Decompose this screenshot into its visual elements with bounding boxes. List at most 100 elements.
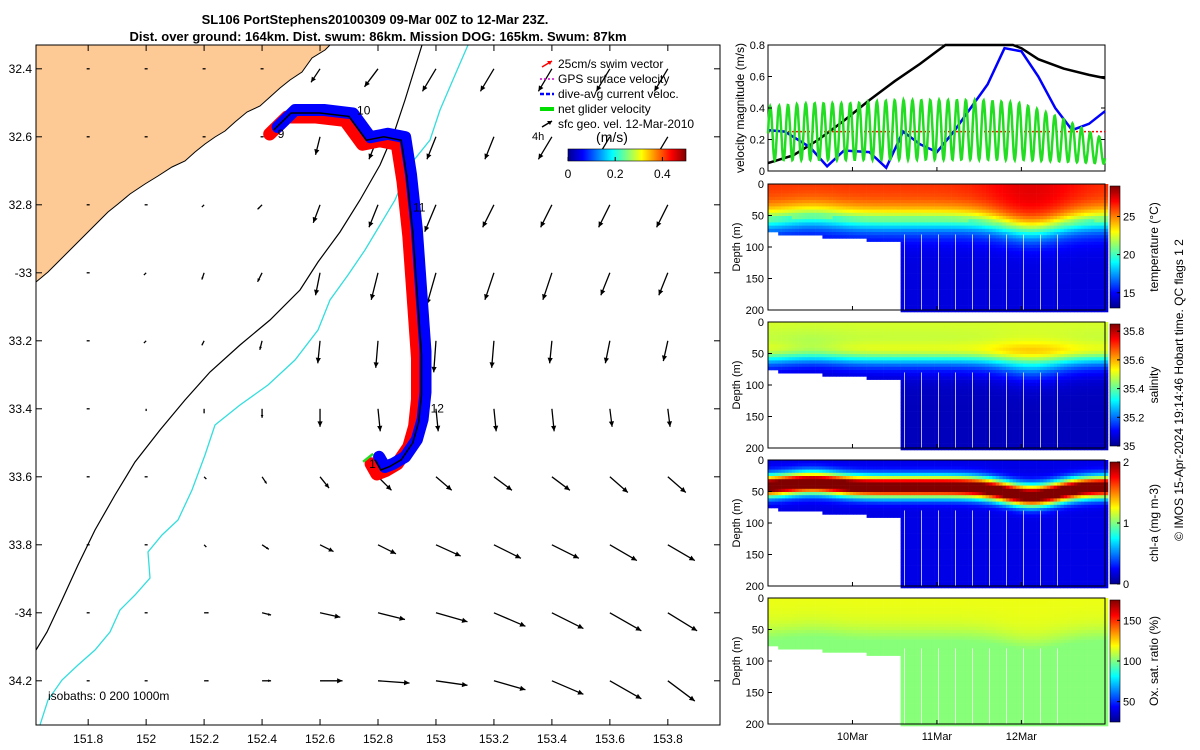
section-colorbar-tick: 50 <box>1123 697 1135 709</box>
geo-velocity-arrow <box>431 340 437 373</box>
geo-velocity-arrow <box>658 272 669 296</box>
section-ylabel: Depth (m) <box>731 637 743 686</box>
geo-velocity-arrow <box>595 68 611 92</box>
geo-velocity-arrow <box>435 544 461 557</box>
legend-entry-label: 25cm/s swim vector <box>558 57 663 71</box>
geo-velocity-arrow <box>493 408 499 432</box>
map-ytick-label: -33 <box>15 266 33 280</box>
section-colorbar-label: salinity <box>1147 367 1161 404</box>
section-ytick-label: 150 <box>746 688 764 700</box>
geo-velocity-arrow <box>600 272 611 296</box>
geo-velocity-arrow <box>608 408 615 427</box>
geo-velocity-arrow <box>489 340 495 368</box>
section-colorbar-tick: 35 <box>1123 441 1135 453</box>
geo-velocity-arrow <box>482 204 495 228</box>
isobath-1000m <box>36 45 423 651</box>
geo-velocity-arrow <box>377 544 397 555</box>
geo-velocity-arrow <box>484 136 495 160</box>
geo-velocity-arrow <box>262 679 272 683</box>
track-day-label: 11 <box>413 201 426 215</box>
map-ytick-label: 33.4 <box>9 402 33 416</box>
dive-avg-current-band <box>271 104 432 473</box>
legend-entry: sfc geo. vel. 12-Mar-2010 <box>541 117 694 131</box>
section-panel-oxygen: 0 50 100 150 200 Depth (m) 50 100 150 Ox. sat. ra… <box>731 593 1161 731</box>
section-ytick-label: 0 <box>758 317 764 329</box>
velocity-ytick-label: 0.4 <box>750 103 765 115</box>
geo-velocity-arrow <box>203 476 207 480</box>
velocity-series-line <box>766 96 1107 166</box>
geo-velocity-arrow <box>256 272 263 283</box>
track-day-label: 9 <box>278 127 285 141</box>
geo-velocity-arrow <box>320 678 343 684</box>
geo-velocity-arrow <box>145 408 147 412</box>
map-panel: 9 10 11 12 1 151.8 152 152.2 152.4 152.6 152.8 153… <box>9 44 721 746</box>
geo-velocity-arrow <box>315 340 321 364</box>
geo-velocity-arrow <box>609 612 642 632</box>
geo-velocity-arrow <box>493 544 522 559</box>
speed-colorbar <box>567 148 687 162</box>
section-ytick-label: 100 <box>746 518 764 530</box>
speed-colorbar-tick: 0.4 <box>654 167 671 181</box>
section-ytick-label: 200 <box>746 443 764 455</box>
legend-entry: dive-avg current veloc. <box>540 87 679 101</box>
geo-velocity-arrow <box>377 680 410 686</box>
geo-velocity-arrow <box>143 272 147 276</box>
section-ytick-label: 100 <box>746 656 764 668</box>
section-ylabel: Depth (m) <box>731 499 743 548</box>
map-xtick-label: 152.6 <box>305 732 335 746</box>
map-ytick-label: 32.4 <box>9 62 33 76</box>
geo-velocity-arrow <box>435 680 468 688</box>
section-ylabel: Depth (m) <box>731 361 743 410</box>
geo-velocity-arrow <box>377 408 383 432</box>
geo-velocity-arrow <box>551 680 584 695</box>
geo-velocity-arrow <box>261 544 270 550</box>
section-colorbar-tick: 15 <box>1123 288 1135 300</box>
time-tick-label: 10Mar <box>837 731 869 743</box>
section-colorbar-tick: 35.4 <box>1123 384 1144 396</box>
geo-velocity-arrow <box>319 476 330 489</box>
time-tick-label: 12Mar <box>1006 731 1038 743</box>
map-ytick-label: 34.2 <box>9 674 33 688</box>
geo-velocity-arrow <box>259 340 263 350</box>
credit-line: © IMOS 15-Apr-2024 19:14:46 Hobart time.… <box>1172 239 1186 541</box>
geo-velocity-arrow <box>603 340 611 364</box>
geo-velocity-arrow <box>201 340 205 346</box>
velocity-ylabel: velocity magnitude (m/s) <box>733 43 747 173</box>
map-ytick-label: 33.2 <box>9 334 33 348</box>
legend-4h-label: 4h <box>532 131 544 143</box>
section-ytick-label: 150 <box>746 274 764 286</box>
map-xtick-label: 153.8 <box>653 732 683 746</box>
map-ytick-label: 33.8 <box>9 538 33 552</box>
section-panel-salinity: 0 50 100 150 200 Depth (m) 35 35.2 35.4 35.6 35.8 s… <box>731 317 1161 455</box>
section-colorbar-tick: 2 <box>1123 457 1129 469</box>
legend-entry-label: net glider velocity <box>558 102 651 116</box>
geo-velocity-arrow <box>609 544 638 562</box>
section-panel-temperature: 0 50 100 150 200 Depth (m) 15 20 25 temperature (… <box>731 179 1161 317</box>
net-glider-velocity-mark <box>362 452 374 463</box>
geo-velocity-arrow <box>653 68 669 92</box>
geo-velocity-arrow <box>551 476 571 491</box>
land-coast <box>36 45 331 283</box>
geo-velocity-arrow <box>363 68 379 88</box>
title-line1: SL106 PortStephens20100309 09-Mar 00Z to… <box>202 12 549 27</box>
section-colorbar-tick: 1 <box>1123 518 1129 530</box>
speed-colorbar-label: (m/s) <box>596 129 628 145</box>
geo-velocity-arrow <box>542 272 553 301</box>
speed-colorbar-tick: 0.2 <box>607 167 624 181</box>
isobaths-label: isobaths: 0 200 1000m <box>48 689 169 703</box>
legend-entry: net glider velocity <box>540 102 651 116</box>
map-xtick-label: 152.8 <box>363 732 393 746</box>
geo-velocity-arrow <box>598 204 611 228</box>
geo-velocity-arrow <box>426 136 437 160</box>
track-day-label: 10 <box>357 103 371 117</box>
geo-velocity-arrow <box>314 272 321 296</box>
geo-velocity-arrow <box>310 68 321 83</box>
section-colorbar-tick: 35.6 <box>1123 355 1144 367</box>
track-day-label: 1 <box>369 457 376 471</box>
geo-velocity-arrow <box>666 408 672 427</box>
geo-velocity-arrow <box>547 340 553 364</box>
geo-velocity-arrow <box>667 476 687 494</box>
section-ytick-label: 50 <box>752 349 764 361</box>
track-day-label: 12 <box>431 401 445 415</box>
geo-velocity-arrow <box>317 408 323 427</box>
